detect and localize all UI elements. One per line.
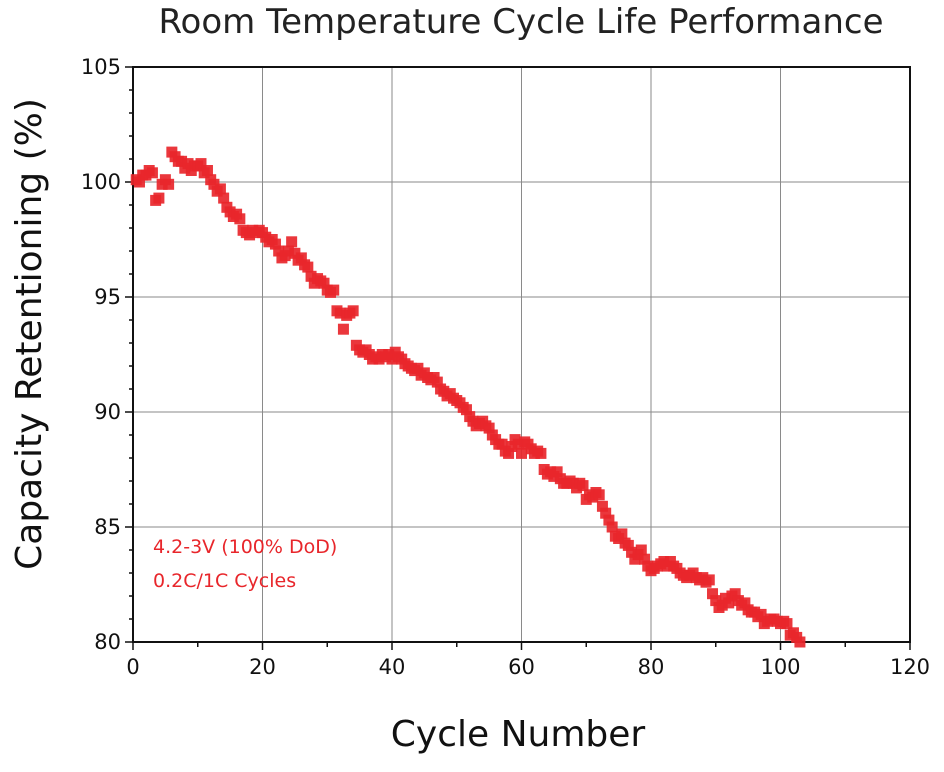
- data-point: [289, 247, 301, 259]
- data-point: [603, 514, 615, 526]
- data-point: [506, 441, 518, 452]
- tick-labels: 0 20 40 60 80 100 120 80 85 90 95 100 105: [81, 55, 930, 679]
- data-point: [153, 192, 165, 204]
- data-point: [146, 167, 158, 179]
- data-point: [729, 588, 741, 600]
- data-point: [626, 546, 638, 558]
- y-axis-label: Capacity Retentioning (%): [9, 98, 50, 570]
- x-tick-label: 0: [126, 655, 139, 679]
- chart-title: Room Temperature Cycle Life Performance: [158, 2, 883, 42]
- data-point: [302, 261, 314, 273]
- x-axis-label: Cycle Number: [391, 714, 646, 755]
- y-tick-label: 100: [81, 170, 121, 194]
- data-point: [133, 176, 145, 188]
- x-tick-label: 60: [508, 655, 535, 679]
- data-point: [616, 528, 628, 540]
- data-point: [606, 521, 618, 533]
- x-tick-label: 40: [379, 655, 406, 679]
- data-point: [286, 236, 298, 248]
- data-point: [622, 539, 634, 551]
- data-point: [483, 422, 495, 434]
- data-point: [337, 323, 349, 335]
- gridlines: [133, 67, 910, 642]
- data-point: [305, 270, 317, 282]
- data-point: [182, 158, 194, 170]
- data-point: [431, 376, 443, 388]
- data-point: [218, 192, 230, 204]
- data-point: [639, 553, 651, 565]
- data-point: [201, 165, 213, 176]
- data-point: [577, 480, 589, 492]
- data-point: [512, 438, 524, 450]
- data-point: [460, 404, 472, 416]
- data-point: [739, 597, 751, 609]
- data-point: [516, 447, 527, 459]
- data-point: [195, 158, 207, 170]
- data-point: [596, 500, 608, 512]
- data-point: [503, 447, 515, 459]
- data-points: [130, 146, 806, 648]
- data-point: [234, 213, 246, 225]
- data-point: [716, 599, 728, 611]
- data-point: [334, 307, 346, 319]
- y-tick-label: 90: [94, 400, 121, 424]
- data-point: [755, 608, 767, 620]
- data-point: [214, 183, 226, 195]
- data-point: [781, 618, 793, 630]
- annotation-cycle-rate: 0.2C/1C Cycles: [153, 570, 296, 592]
- data-point: [535, 447, 547, 459]
- y-tick-label: 105: [81, 55, 121, 79]
- data-point: [703, 574, 715, 586]
- data-point: [273, 245, 285, 257]
- data-point: [496, 438, 508, 450]
- plot-frame: [132, 66, 911, 643]
- y-tick-label: 85: [94, 515, 121, 539]
- data-point: [269, 238, 281, 250]
- data-point: [707, 588, 719, 600]
- x-tick-label: 20: [249, 655, 276, 679]
- data-point: [295, 252, 307, 264]
- data-point: [328, 284, 340, 296]
- data-point: [318, 277, 330, 289]
- data-point: [635, 544, 647, 556]
- data-point: [600, 507, 612, 519]
- data-point: [412, 362, 424, 374]
- y-tick-label: 80: [94, 630, 121, 654]
- data-point: [551, 466, 563, 478]
- data-point: [176, 155, 188, 167]
- data-point: [794, 636, 806, 648]
- axis-ticks: [125, 66, 911, 650]
- data-point: [723, 597, 735, 609]
- data-point: [386, 353, 398, 365]
- data-point: [208, 178, 220, 190]
- data-point: [282, 245, 294, 257]
- data-point: [347, 305, 359, 317]
- y-tick-label: 95: [94, 285, 121, 309]
- x-tick-label: 100: [760, 655, 800, 679]
- x-tick-label: 120: [890, 655, 930, 679]
- data-point: [710, 595, 722, 607]
- x-tick-label: 80: [638, 655, 665, 679]
- data-point: [593, 489, 605, 501]
- annotation-voltage-range: 4.2-3V (100% DoD): [153, 536, 337, 558]
- data-point: [163, 178, 175, 190]
